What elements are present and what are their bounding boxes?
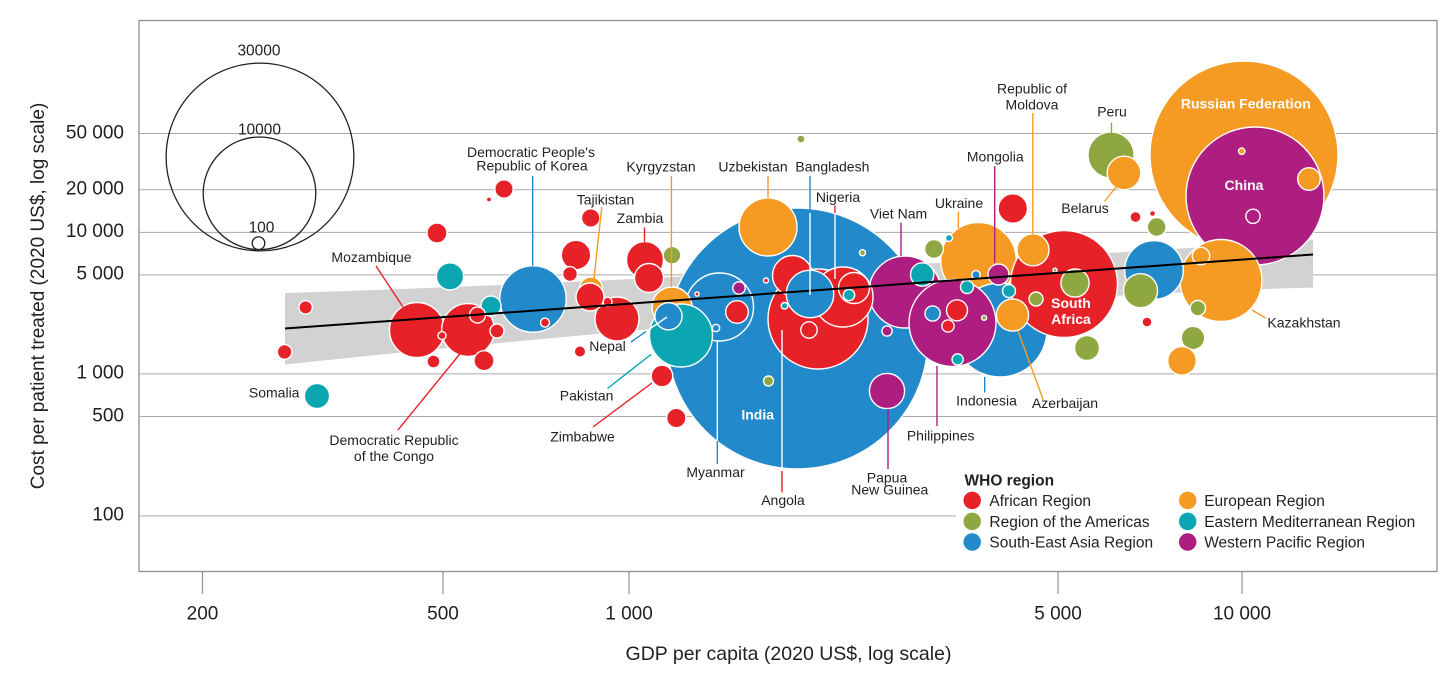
svg-text:20 000: 20 000 xyxy=(66,179,124,200)
svg-text:African Region: African Region xyxy=(989,493,1091,510)
svg-text:5 000: 5 000 xyxy=(76,264,124,285)
svg-text:Belarus: Belarus xyxy=(1061,200,1108,216)
svg-text:Democratic Republic: Democratic Republic xyxy=(329,432,458,448)
svg-text:10 000: 10 000 xyxy=(1213,604,1271,625)
svg-text:Viet Nam: Viet Nam xyxy=(870,206,927,222)
svg-text:Western Pacific Region: Western Pacific Region xyxy=(1204,534,1365,551)
svg-text:Azerbaijan: Azerbaijan xyxy=(1032,395,1098,411)
svg-text:Uzbekistan: Uzbekistan xyxy=(718,158,787,174)
svg-text:Indonesia: Indonesia xyxy=(956,392,1017,408)
svg-text:10 000: 10 000 xyxy=(66,221,124,242)
svg-text:Kyrgyzstan: Kyrgyzstan xyxy=(626,158,695,174)
svg-text:Region of the Americas: Region of the Americas xyxy=(989,514,1150,531)
svg-text:China: China xyxy=(1225,177,1264,193)
svg-text:New Guinea: New Guinea xyxy=(851,482,928,498)
svg-text:30000: 30000 xyxy=(237,43,280,60)
svg-text:Nepal: Nepal xyxy=(589,338,626,354)
svg-text:Somalia: Somalia xyxy=(249,385,300,401)
svg-text:100: 100 xyxy=(92,505,124,526)
svg-text:1 000: 1 000 xyxy=(76,363,124,384)
svg-text:Africa: Africa xyxy=(1051,311,1091,327)
svg-text:Angola: Angola xyxy=(761,492,805,508)
svg-text:500: 500 xyxy=(92,405,124,426)
svg-text:of the Congo: of the Congo xyxy=(354,448,434,464)
svg-text:Zambia: Zambia xyxy=(617,210,664,226)
svg-text:WHO region: WHO region xyxy=(965,473,1055,490)
svg-text:Democratic People's: Democratic People's xyxy=(467,144,595,160)
svg-text:Nigeria: Nigeria xyxy=(816,189,861,205)
svg-text:Cost per patient treated (2020: Cost per patient treated (2020 US$, log … xyxy=(28,103,49,490)
svg-text:South: South xyxy=(1051,295,1091,311)
svg-text:Philippines: Philippines xyxy=(907,427,975,443)
svg-text:Republic of: Republic of xyxy=(997,80,1067,96)
svg-text:European Region: European Region xyxy=(1204,493,1325,510)
svg-text:Bangladesh: Bangladesh xyxy=(795,158,869,174)
svg-text:10000: 10000 xyxy=(238,122,281,139)
svg-text:Moldova: Moldova xyxy=(1006,96,1059,112)
svg-text:Zimbabwe: Zimbabwe xyxy=(550,428,615,444)
svg-text:Pakistan: Pakistan xyxy=(560,387,614,403)
svg-text:Eastern Mediterranean Region: Eastern Mediterranean Region xyxy=(1204,514,1415,531)
svg-text:1 000: 1 000 xyxy=(605,604,653,625)
svg-text:500: 500 xyxy=(427,604,459,625)
svg-text:Republic of Korea: Republic of Korea xyxy=(476,157,588,173)
svg-text:5 000: 5 000 xyxy=(1034,604,1082,625)
svg-text:Mongolia: Mongolia xyxy=(967,148,1024,164)
svg-text:Mozambique: Mozambique xyxy=(331,249,411,265)
svg-text:200: 200 xyxy=(187,604,219,625)
svg-text:Papua: Papua xyxy=(867,469,908,485)
svg-text:Tajikistan: Tajikistan xyxy=(577,192,635,208)
svg-text:Russian Federation: Russian Federation xyxy=(1181,96,1311,112)
svg-text:Myanmar: Myanmar xyxy=(686,464,745,480)
svg-text:Ukraine: Ukraine xyxy=(935,195,983,211)
svg-text:GDP per capita (2020 US$, log: GDP per capita (2020 US$, log scale) xyxy=(626,643,952,665)
svg-text:100: 100 xyxy=(249,220,275,237)
svg-text:Peru: Peru xyxy=(1097,103,1127,119)
svg-text:South-East Asia Region: South-East Asia Region xyxy=(989,534,1153,551)
svg-text:50 000: 50 000 xyxy=(66,122,124,143)
svg-text:India: India xyxy=(741,407,774,423)
svg-text:Kazakhstan: Kazakhstan xyxy=(1267,314,1340,330)
